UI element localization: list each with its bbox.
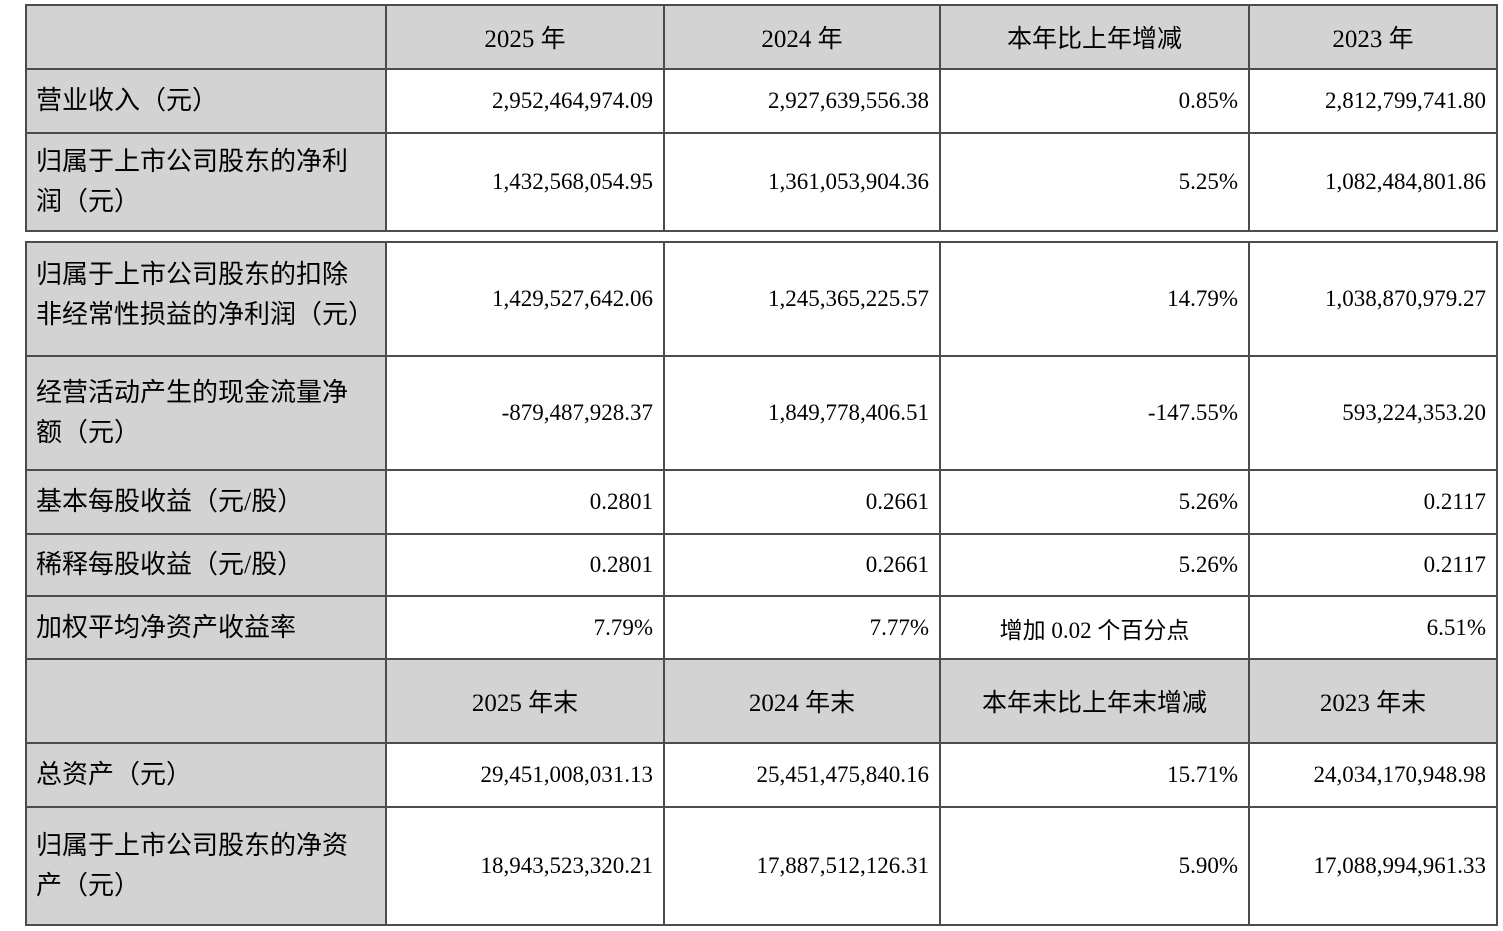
table-header-row: 2025 年 2024 年 本年比上年增减 2023 年 (25, 4, 1498, 70)
cell-value-2025: 29,451,008,031.13 (385, 742, 665, 808)
cell-value-2024: 25,451,475,840.16 (663, 742, 941, 808)
cell-value-2024: 1,245,365,225.57 (663, 241, 941, 357)
row-label: 加权平均净资产收益率 (25, 595, 387, 660)
row-label: 归属于上市公司股东的净资 产（元） (25, 806, 387, 926)
table-header-row-period-end: 2025 年末 2024 年末 本年末比上年末增减 2023 年末 (25, 658, 1498, 744)
cell-value-2025: 0.2801 (385, 533, 665, 597)
cell-value-change: 0.85% (939, 68, 1250, 134)
cell-value-change: 14.79% (939, 241, 1250, 357)
column-header-2024-end: 2024 年末 (663, 658, 941, 744)
column-header-2025-end: 2025 年末 (385, 658, 665, 744)
column-header-yoy-change: 本年比上年增减 (939, 4, 1250, 70)
row-label: 归属于上市公司股东的净利 润（元） (25, 132, 387, 232)
table-row-weighted-avg-roe: 加权平均净资产收益率 7.79% 7.77% 增加 0.02 个百分点 6.51… (25, 595, 1498, 660)
row-label: 基本每股收益（元/股） (25, 469, 387, 535)
column-header-2025: 2025 年 (385, 4, 665, 70)
cell-value-2024: 0.2661 (663, 469, 941, 535)
cell-value-change: 5.26% (939, 533, 1250, 597)
cell-value-change: 15.71% (939, 742, 1250, 808)
cell-value-2023: 17,088,994,961.33 (1248, 806, 1498, 926)
row-label: 经营活动产生的现金流量净 额（元） (25, 355, 387, 471)
table-row-net-profit: 归属于上市公司股东的净利 润（元） 1,432,568,054.95 1,361… (25, 132, 1498, 232)
cell-value-2024: 17,887,512,126.31 (663, 806, 941, 926)
cell-value-change: 5.26% (939, 469, 1250, 535)
cell-value-2023: 1,038,870,979.27 (1248, 241, 1498, 357)
table-container: 2025 年 2024 年 本年比上年增减 2023 年 营业收入（元） 2,9… (25, 0, 1503, 926)
cell-value-change: 5.90% (939, 806, 1250, 926)
corner-header-cell (25, 658, 387, 744)
cell-value-2023: 24,034,170,948.98 (1248, 742, 1498, 808)
cell-value-2023: 0.2117 (1248, 469, 1498, 535)
table-row-diluted-eps: 稀释每股收益（元/股） 0.2801 0.2661 5.26% 0.2117 (25, 533, 1498, 597)
table-row-net-assets: 归属于上市公司股东的净资 产（元） 18,943,523,320.21 17,8… (25, 806, 1498, 926)
row-label: 总资产（元） (25, 742, 387, 808)
cell-value-2024: 1,361,053,904.36 (663, 132, 941, 232)
row-label: 归属于上市公司股东的扣除 非经常性损益的净利润（元） (25, 241, 387, 357)
cell-value-2025: 1,432,568,054.95 (385, 132, 665, 232)
table-row-basic-eps: 基本每股收益（元/股） 0.2801 0.2661 5.26% 0.2117 (25, 469, 1498, 535)
corner-header-cell (25, 4, 387, 70)
cell-value-2025: 1,429,527,642.06 (385, 241, 665, 357)
row-label: 营业收入（元） (25, 68, 387, 134)
annual-results-table: 2025 年 2024 年 本年比上年增减 2023 年 营业收入（元） 2,9… (25, 4, 1498, 232)
cell-value-2024: 1,849,778,406.51 (663, 355, 941, 471)
table-row-total-assets: 总资产（元） 29,451,008,031.13 25,451,475,840.… (25, 742, 1498, 808)
cell-value-2025: 7.79% (385, 595, 665, 660)
cell-value-2024: 7.77% (663, 595, 941, 660)
cell-value-2025: 0.2801 (385, 469, 665, 535)
cell-value-2023: 0.2117 (1248, 533, 1498, 597)
column-header-2023-end: 2023 年末 (1248, 658, 1498, 744)
period-end-results-table: 归属于上市公司股东的扣除 非经常性损益的净利润（元） 1,429,527,642… (25, 241, 1498, 926)
cell-value-change: -147.55% (939, 355, 1250, 471)
column-header-2024: 2024 年 (663, 4, 941, 70)
cell-value-2023: 593,224,353.20 (1248, 355, 1498, 471)
cell-value-2024: 0.2661 (663, 533, 941, 597)
cell-value-2024: 2,927,639,556.38 (663, 68, 941, 134)
cell-value-2023: 6.51% (1248, 595, 1498, 660)
cell-value-2023: 1,082,484,801.86 (1248, 132, 1498, 232)
cell-value-2025: 2,952,464,974.09 (385, 68, 665, 134)
cell-value-change: 增加 0.02 个百分点 (939, 595, 1250, 660)
cell-value-2023: 2,812,799,741.80 (1248, 68, 1498, 134)
table-row-operating-cash-flow: 经营活动产生的现金流量净 额（元） -879,487,928.37 1,849,… (25, 355, 1498, 471)
row-label: 稀释每股收益（元/股） (25, 533, 387, 597)
cell-value-change: 5.25% (939, 132, 1250, 232)
cell-value-2025: -879,487,928.37 (385, 355, 665, 471)
cell-value-2025: 18,943,523,320.21 (385, 806, 665, 926)
column-header-period-end-change: 本年末比上年末增减 (939, 658, 1250, 744)
table-row-revenue: 营业收入（元） 2,952,464,974.09 2,927,639,556.3… (25, 68, 1498, 134)
column-header-2023: 2023 年 (1248, 4, 1498, 70)
table-row-deducted-net-profit: 归属于上市公司股东的扣除 非经常性损益的净利润（元） 1,429,527,642… (25, 241, 1498, 357)
